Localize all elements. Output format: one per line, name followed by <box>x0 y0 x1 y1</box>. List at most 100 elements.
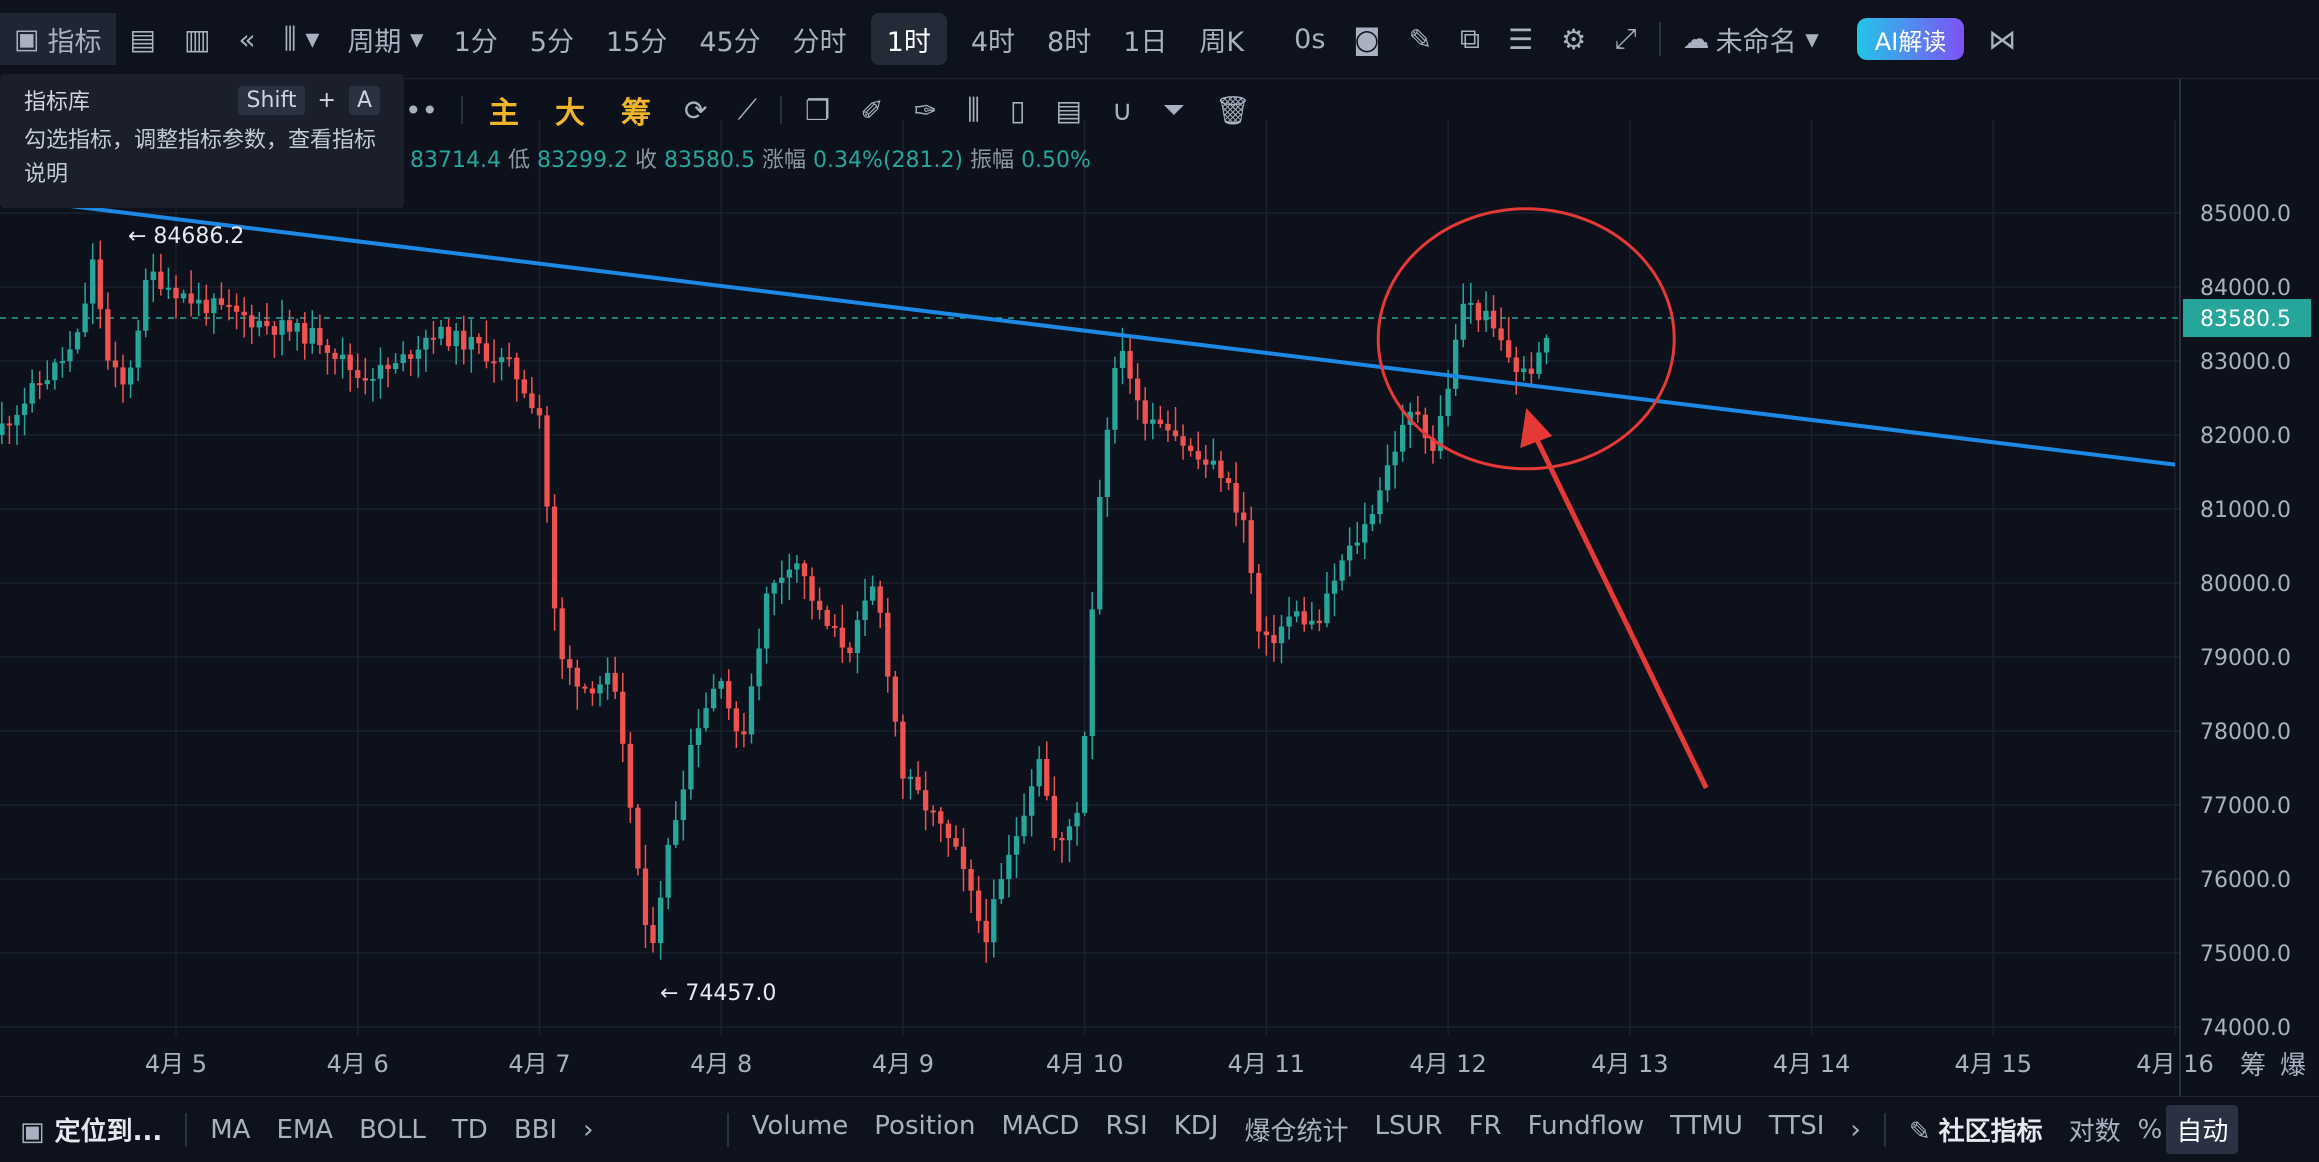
clipboard-icon[interactable]: ▯ <box>1010 93 1026 127</box>
percent-scale-toggle[interactable]: % <box>2137 1114 2163 1145</box>
crop-icon[interactable]: ⧉ <box>1460 22 1481 55</box>
timeframe-tab[interactable]: 15分 <box>605 26 668 58</box>
indicator-item[interactable]: LSUR <box>1374 1111 1443 1141</box>
timeframe-tab[interactable]: 4时 <box>970 26 1016 58</box>
candle-body <box>620 691 626 744</box>
candle-body <box>597 684 603 694</box>
log-scale-toggle[interactable]: 对数 <box>2068 1117 2121 1147</box>
layout-icon[interactable]: ▥ <box>183 22 211 56</box>
sub-indicator-list: Volume Position MACD RSI KDJ 爆仓统计 LSUR FR Fundfl… <box>739 1111 1838 1148</box>
candle-body <box>264 320 270 327</box>
candle-type-icon[interactable]: ⫼ ▾ <box>283 22 320 55</box>
candle-body <box>991 899 997 943</box>
candle-body <box>408 354 414 359</box>
more-icon[interactable]: •• <box>405 93 439 127</box>
calendar-icon[interactable]: ▤ <box>129 22 156 56</box>
timeframe-tab[interactable]: 5分 <box>529 26 574 58</box>
indicator-item[interactable]: MACD <box>1001 1111 1080 1141</box>
candle-body <box>1150 419 1156 424</box>
timeframe-tab[interactable]: 1分 <box>453 26 498 58</box>
candle-body <box>1256 573 1262 632</box>
chip-distribution-button[interactable]: 筹 <box>621 96 652 131</box>
candle-body <box>521 379 527 394</box>
trash-icon[interactable]: 🗑 <box>1214 93 1251 127</box>
trend-line[interactable] <box>66 203 2176 467</box>
main-chart-button[interactable]: 主 <box>489 96 520 131</box>
large-order-button[interactable]: 大 <box>555 96 586 131</box>
candle-body <box>1051 795 1057 839</box>
list-icon[interactable]: ☰ <box>1508 22 1534 56</box>
period-dropdown[interactable]: 周期 ▾ <box>347 23 424 58</box>
candle-body <box>1483 310 1489 321</box>
timeframe-tab[interactable]: 8时 <box>1047 26 1092 58</box>
highlighter-icon[interactable]: ✑ <box>913 93 938 127</box>
share-icon[interactable]: ⋈ <box>1988 22 2017 56</box>
magnet-icon[interactable]: ∪ <box>1111 93 1133 127</box>
timeframe-tab[interactable]: 分时 <box>792 26 847 58</box>
indicator-item[interactable]: Fundflow <box>1527 1111 1645 1141</box>
candle-icon[interactable]: ⫼ <box>967 93 981 126</box>
locate-button[interactable]: ▣ 定位到... <box>20 1117 163 1147</box>
filter-icon[interactable]: ⏷ <box>1162 93 1185 126</box>
indicator-item[interactable]: Volume <box>751 1111 849 1141</box>
brush-icon[interactable]: ✐ <box>860 93 884 127</box>
settings-icon[interactable]: ⚙ <box>1561 22 1587 56</box>
candle-body <box>120 367 126 385</box>
indicator-item[interactable]: BBI <box>513 1114 558 1145</box>
timeframe-tab[interactable]: 1时 <box>870 13 947 65</box>
annotation-arrow[interactable] <box>1520 408 1709 790</box>
candle-body <box>438 326 444 339</box>
timeframe-tab[interactable]: 1日 <box>1123 26 1168 58</box>
candle-body <box>801 563 808 577</box>
candle-body <box>809 576 815 601</box>
camera-icon[interactable]: ◙ <box>1353 22 1381 56</box>
candle-body <box>1536 352 1542 374</box>
candle-body <box>567 659 573 668</box>
indicator-item[interactable]: BOLL <box>359 1114 426 1145</box>
candle-body <box>37 383 43 386</box>
indicator-item[interactable]: TTMU <box>1670 1111 1743 1141</box>
chevron-right-icon[interactable]: › <box>1850 1114 1861 1145</box>
indicator-item[interactable]: Position <box>874 1111 976 1141</box>
indicator-item[interactable]: KDJ <box>1173 1111 1219 1141</box>
time-axis[interactable]: 4月 5 4月 6 4月 7 4月 8 4月 9 4月 10 4月 11 4月 12 4月 13… <box>145 1050 2306 1081</box>
indicator-item[interactable]: 爆仓统计 <box>1244 1117 1349 1147</box>
chevron-right-icon[interactable]: › <box>583 1114 594 1145</box>
indicator-item[interactable]: EMA <box>276 1114 334 1145</box>
price-axis[interactable]: 85000.0 84000.0 83000.0 82000.0 81000.0 80000… <box>2200 202 2291 1041</box>
ruler-icon[interactable]: ⟋ <box>737 93 758 126</box>
candle-body <box>339 354 346 360</box>
candle-body <box>635 807 641 869</box>
indicator-item[interactable]: RSI <box>1105 1111 1148 1141</box>
indicator-button[interactable]: ▣ 指标 <box>0 13 116 65</box>
annotation-ellipse[interactable] <box>1376 207 1676 471</box>
fullscreen-icon[interactable]: ⤢ <box>1614 22 1637 55</box>
ai-interpret-button[interactable]: AI解读 <box>1856 18 1965 60</box>
candle-body <box>998 879 1004 900</box>
copy-icon[interactable]: ❐ <box>805 93 831 127</box>
axis-side-label: 爆 <box>2280 1051 2306 1081</box>
indicator-item[interactable]: FR <box>1468 1111 1502 1141</box>
layout-name-dropdown[interactable]: ☁ 未命名 ▾ <box>1682 23 1819 58</box>
extreme-markers: ← 84686.2 ← 74457.0 <box>128 224 776 1006</box>
candle-body <box>1331 580 1338 594</box>
indicator-item[interactable]: MA <box>210 1114 251 1145</box>
timeframe-tab[interactable]: 45分 <box>699 26 761 58</box>
time-tick-label: 4月 6 <box>327 1050 389 1078</box>
note-icon[interactable]: ▤ <box>1055 93 1082 127</box>
auto-scale-toggle[interactable]: 自动 <box>2166 1105 2239 1154</box>
indicator-item[interactable]: TTSI <box>1768 1111 1825 1141</box>
pencil-icon[interactable]: ✎ <box>1408 22 1433 56</box>
replace-icon[interactable]: ⟳ <box>684 93 708 127</box>
candle-body <box>468 336 474 350</box>
candle-body <box>794 563 800 570</box>
replay-icon[interactable]: « <box>238 22 256 56</box>
candle-body <box>355 370 361 379</box>
timeframe-tab[interactable]: 周K <box>1199 26 1245 58</box>
indicator-item[interactable]: TD <box>451 1114 488 1145</box>
candle-body <box>1006 854 1012 880</box>
community-indicator-button[interactable]: ✎ 社区指标 <box>1908 1117 2043 1147</box>
ohlc-low-value: 83299.2 <box>537 148 628 173</box>
candle-body <box>900 721 906 779</box>
